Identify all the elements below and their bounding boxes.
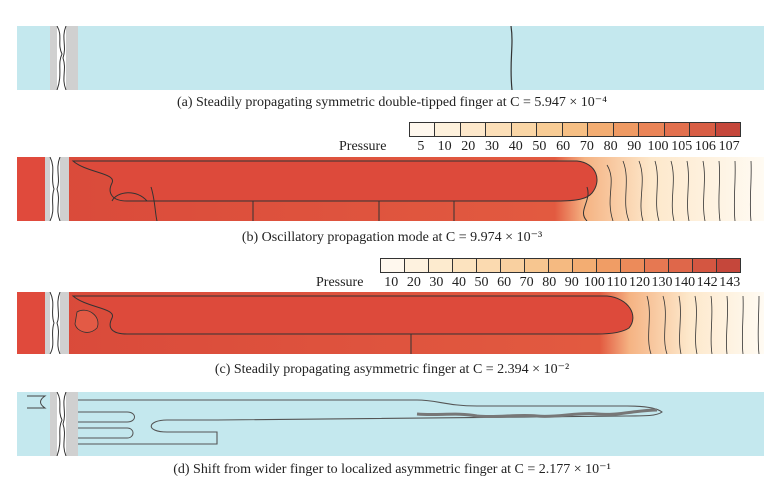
colorbar-c-swatch xyxy=(429,259,453,272)
colorbar-b-swatch xyxy=(613,123,640,136)
colorbar-b-tick-label: 60 xyxy=(556,139,571,154)
colorbar-c-swatch xyxy=(549,259,573,272)
colorbar-c-tick-label: 110 xyxy=(606,275,628,290)
colorbar-c-swatch xyxy=(669,259,693,272)
colorbar-c-tick-label: 10 xyxy=(384,275,399,290)
panel-a-caption: (a) Steadily propagating symmetric doubl… xyxy=(176,95,608,110)
colorbar-b-tick-label: 100 xyxy=(647,139,669,154)
colorbar-b-swatch xyxy=(588,123,614,136)
panel-d-image xyxy=(17,392,764,456)
colorbar-c-tick-label: 30 xyxy=(429,275,444,290)
colorbar-c-tick-label: 20 xyxy=(406,275,421,290)
colorbar-b-swatch xyxy=(715,123,741,136)
panel-b-image xyxy=(17,157,764,221)
colorbar-c-swatch xyxy=(573,259,597,272)
colorbar-b-tick-label: 90 xyxy=(627,139,642,154)
colorbar-b-swatch xyxy=(639,123,665,136)
colorbar-c-tick-label: 100 xyxy=(583,275,605,290)
colorbar-c-swatch xyxy=(405,259,429,272)
colorbar-b-swatch xyxy=(690,123,716,136)
colorbar-c-swatch xyxy=(453,259,477,272)
colorbar-c-tick-label: 50 xyxy=(474,275,489,290)
colorbar-b-swatch xyxy=(562,123,589,136)
colorbar-b-label: Pressure xyxy=(339,139,387,154)
colorbar-b-swatch xyxy=(664,123,691,136)
colorbar-b-tick-label: 20 xyxy=(461,139,476,154)
colorbar-c-tick-label: 142 xyxy=(696,275,718,290)
colorbar-c-tick-label: 90 xyxy=(564,275,579,290)
colorbar-b-swatch xyxy=(410,123,436,136)
colorbar-b-tick-label: 106 xyxy=(694,139,716,154)
colorbar-b xyxy=(409,122,741,137)
colorbar-b-tick-label: 10 xyxy=(437,139,452,154)
colorbar-c-tick-label: 40 xyxy=(451,275,466,290)
colorbar-c-tick-label: 60 xyxy=(497,275,512,290)
colorbar-c-label: Pressure xyxy=(316,275,364,290)
colorbar-b-swatch xyxy=(537,123,563,136)
colorbar-c-swatch xyxy=(717,259,740,272)
colorbar-c-tick-label: 140 xyxy=(674,275,696,290)
colorbar-c-swatch xyxy=(501,259,525,272)
colorbar-c-swatch xyxy=(597,259,621,272)
colorbar-c-swatch xyxy=(621,259,645,272)
colorbar-c-tick-label: 120 xyxy=(628,275,650,290)
colorbar-b-tick-label: 70 xyxy=(579,139,594,154)
colorbar-b-swatch xyxy=(435,123,461,136)
colorbar-b-tick-label: 50 xyxy=(532,139,547,154)
colorbar-c-swatch xyxy=(645,259,669,272)
panel-d-caption: (d) Shift from wider finger to localized… xyxy=(173,462,611,477)
colorbar-b-tick-label: 30 xyxy=(485,139,499,154)
colorbar-b-tick-label: 40 xyxy=(508,139,523,154)
colorbar-c-swatch xyxy=(477,259,501,272)
colorbar-b-tick-label: 107 xyxy=(718,139,740,154)
colorbar-c-swatch xyxy=(381,259,405,272)
panel-b-caption: (b) Oscillatory propagation mode at C = … xyxy=(241,230,543,245)
colorbar-c-ticks: 10 20 30 40 50 60 70 80 90 100 110 120 130 140 142 143 xyxy=(380,275,741,291)
colorbar-c-tick-label: 70 xyxy=(519,275,534,290)
colorbar-c-tick-label: 130 xyxy=(651,275,673,290)
colorbar-c xyxy=(380,258,741,273)
panel-c-caption: (c) Steadily propagating asymmetric fing… xyxy=(214,362,570,377)
colorbar-c-tick-label: 80 xyxy=(542,275,557,290)
panel-c-image xyxy=(17,292,764,354)
colorbar-c-tick-label: 143 xyxy=(719,275,741,290)
colorbar-b-swatch xyxy=(511,123,538,136)
colorbar-b-tick-label: 5 xyxy=(417,139,425,154)
colorbar-b-ticks: 5 10 20 30 40 50 60 70 80 90 100 105 106 107 xyxy=(409,139,741,155)
colorbar-b-tick-label: 80 xyxy=(603,139,618,154)
panel-a-image xyxy=(17,26,764,90)
colorbar-b-swatch xyxy=(486,123,512,136)
colorbar-b-tick-label: 105 xyxy=(671,139,693,154)
colorbar-c-swatch xyxy=(525,259,549,272)
colorbar-c-swatch xyxy=(693,259,717,272)
colorbar-b-swatch xyxy=(460,123,487,136)
